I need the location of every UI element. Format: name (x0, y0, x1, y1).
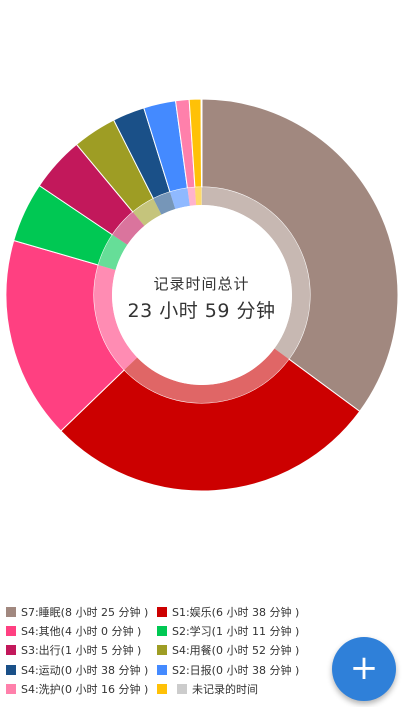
pie-slice-inner-ring-8 (169, 187, 190, 210)
legend-item: S4:洗护(0 小时 16 分钟 ) (6, 681, 157, 697)
legend-item: S4:用餐(0 小时 52 分钟 ) (157, 642, 299, 658)
legend-item: S2:日报(0 小时 38 分钟 ) (157, 662, 299, 678)
legend-row: S4:其他(4 小时 0 分钟 ) S2:学习(1 小时 11 分钟 ) (6, 621, 336, 640)
pie-slice-inner-ring-5 (112, 212, 145, 245)
legend-item: S4:其他(4 小时 0 分钟 ) (6, 623, 157, 639)
donut-center-hole (112, 205, 292, 385)
legend-item: S2:学习(1 小时 11 分钟 ) (157, 623, 299, 639)
legend-swatch (157, 625, 167, 636)
legend-row: S7:睡眠(8 小时 25 分钟 ) S1:娱乐(6 小时 38 分钟 ) (6, 602, 336, 621)
legend-label: S4:洗护(0 小时 16 分钟 ) (21, 682, 149, 696)
legend-item (157, 683, 177, 694)
center-total-value: 23 小时 59 分钟 (127, 300, 276, 322)
legend-label: S4:用餐(0 小时 52 分钟 ) (172, 644, 300, 658)
legend-label: S2:学习(1 小时 11 分钟 ) (172, 624, 300, 638)
legend-item: S7:睡眠(8 小时 25 分钟 ) (6, 604, 157, 620)
pie-slice-outer-11[interactable] (200, 98, 203, 188)
legend-row: S4:运动(0 小时 38 分钟 ) S2:日报(0 小时 38 分钟 ) (6, 660, 336, 679)
pie-slice-inner-ring-2 (124, 348, 289, 403)
pie-slice-11[interactable] (200, 98, 203, 206)
legend-label: S4:运动(0 小时 38 分钟 ) (21, 663, 149, 677)
legend-swatch (6, 645, 16, 656)
plus-icon: + (349, 648, 379, 688)
legend-label: S1:娱乐(6 小时 38 分钟 ) (172, 605, 300, 619)
legend-swatch (6, 664, 16, 675)
legend-swatch (6, 683, 16, 694)
legend-label: 未记录的时间 (192, 682, 258, 696)
legend-item: S1:娱乐(6 小时 38 分钟 ) (157, 604, 299, 620)
legend-swatch (157, 683, 167, 694)
pie-slice-1[interactable] (201, 98, 399, 413)
pie-slice-7[interactable] (112, 107, 176, 215)
pie-slice-inner-ring-1 (202, 187, 310, 360)
pie-slice-inner-ring-9 (187, 187, 197, 206)
pie-slice-inner-ring-3 (94, 264, 138, 370)
legend-swatch (157, 664, 167, 675)
add-record-button[interactable]: + (332, 637, 396, 701)
legend-swatch (157, 645, 167, 656)
legend-label: S4:其他(4 小时 0 分钟 ) (21, 624, 142, 638)
legend-label: S7:睡眠(8 小时 25 分钟 ) (21, 605, 149, 619)
legend-swatch (177, 683, 187, 694)
legend-row: S4:洗护(0 小时 16 分钟 ) 未记录的时间 (6, 679, 336, 698)
legend-item: 未记录的时间 (177, 681, 258, 697)
donut-chart[interactable] (0, 0, 403, 600)
legend-item: S4:运动(0 小时 38 分钟 ) (6, 662, 157, 678)
pie-slice-inner-ring-4 (98, 234, 128, 270)
center-title: 记录时间总计 (153, 275, 250, 293)
legend-swatch (157, 606, 167, 617)
pie-slice-inner-ring-10 (194, 187, 202, 206)
legend-swatch (6, 606, 16, 617)
pie-slice-inner-ring-6 (132, 198, 162, 226)
legend: S7:睡眠(8 小时 25 分钟 ) S1:娱乐(6 小时 38 分钟 ) S4:其… (6, 602, 336, 698)
pie-slice-2[interactable] (60, 348, 361, 492)
pie-slice-inner-ring-7 (153, 191, 176, 215)
legend-row: S3:出行(1 小时 5 分钟 ) S4:用餐(0 小时 52 分钟 ) (6, 641, 336, 660)
legend-swatch (6, 625, 16, 636)
legend-item: S3:出行(1 小时 5 分钟 ) (6, 642, 157, 658)
legend-label: S2:日报(0 小时 38 分钟 ) (172, 663, 300, 677)
legend-label: S3:出行(1 小时 5 分钟 ) (21, 644, 142, 658)
